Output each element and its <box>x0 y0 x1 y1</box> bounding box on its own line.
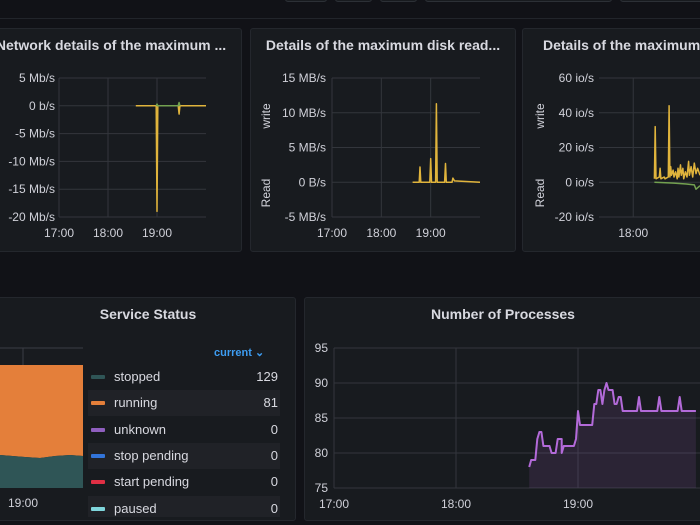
legend-item-stopped[interactable]: stopped 129 <box>88 364 280 390</box>
panel-disk-read: Details of the maximum disk read... <box>250 28 516 252</box>
y-tick-label: 10 MB/s <box>282 106 326 120</box>
y-tick-label: -15 Mb/s <box>8 182 55 196</box>
y-tick-label: -20 io/s <box>555 210 594 224</box>
y-tick-label: 95 <box>315 341 329 355</box>
y-tick-label: -20 Mb/s <box>8 210 55 224</box>
legend-name: stop pending <box>114 447 189 463</box>
y-axis-label-read: Read <box>259 179 273 208</box>
x-tick-label: 19:00 <box>142 226 172 240</box>
legend-color-swatch <box>91 375 105 379</box>
panel-title[interactable]: Details of the maximum disk read... <box>265 37 501 53</box>
panel-title[interactable]: Details of the maximum ... <box>543 37 700 53</box>
legend-name: start pending <box>114 474 190 490</box>
series-line <box>653 105 700 180</box>
y-axis-label-read: Read <box>533 179 547 208</box>
x-tick-label: 19:00 <box>8 496 38 510</box>
chevron-down-icon: ⌄ <box>254 347 265 359</box>
x-tick-label: 18:00 <box>366 226 396 240</box>
legend-name: stopped <box>114 369 161 384</box>
legend-name: unknown <box>114 421 167 437</box>
x-tick-label: 18:00 <box>93 226 123 240</box>
legend-color-swatch <box>91 480 105 485</box>
legend-item-start-pending[interactable]: start pending 0 <box>88 469 280 495</box>
y-tick-label: 5 Mb/s <box>19 71 55 85</box>
y-tick-label: 40 io/s <box>559 106 594 120</box>
x-tick-label: 19:00 <box>416 226 446 240</box>
y-tick-label: 85 <box>315 411 329 425</box>
x-tick-label: 17:00 <box>317 226 347 240</box>
series-line <box>412 102 481 184</box>
y-tick-label: 0 io/s <box>565 175 594 189</box>
y-tick-label: -5 MB/s <box>285 210 326 224</box>
panel-processes: Number of Processes <box>304 297 700 521</box>
series-line <box>528 382 696 468</box>
x-tick-label: 17:00 <box>319 497 349 511</box>
y-tick-label: 90 <box>315 376 329 390</box>
x-tick-label: 17:00 <box>44 226 74 240</box>
panel-title[interactable]: Number of Processes <box>431 306 575 322</box>
y-tick-label: 0 B/s <box>299 175 326 189</box>
legend-name: paused <box>114 500 157 516</box>
y-tick-label: 75 <box>315 481 329 495</box>
legend-value: 129 <box>256 369 278 384</box>
legend-color-swatch <box>91 453 105 458</box>
legend-value: 0 <box>270 474 278 490</box>
legend-value: 81 <box>263 395 278 411</box>
legend-sort-current[interactable]: current ⌄ <box>214 346 264 359</box>
y-tick-label: 20 io/s <box>559 141 594 155</box>
panel-title[interactable]: Service Status <box>99 306 197 322</box>
y-axis-label-write: write <box>533 103 547 130</box>
legend-color-swatch <box>91 506 105 511</box>
legend-value: 0 <box>270 500 278 516</box>
y-tick-label: 15 MB/s <box>282 71 326 85</box>
legend-item-running[interactable]: running 81 <box>88 390 280 417</box>
legend-header-label: current <box>214 347 252 359</box>
legend-color-swatch <box>91 427 105 432</box>
service-status-legend: stopped 129 running 81 unknown 0 stop pending 0… <box>0 0 300 517</box>
series-line <box>155 101 181 107</box>
legend-name: running <box>114 395 158 411</box>
series-area <box>529 383 696 488</box>
x-tick-label: 19:00 <box>563 497 593 511</box>
refresh-button[interactable] <box>620 0 700 2</box>
legend-value: 0 <box>270 421 278 437</box>
y-tick-label: -5 Mb/s <box>15 127 55 141</box>
running-area <box>0 365 83 458</box>
x-tick-label: 18:00 <box>618 226 648 240</box>
dashboard-toolbar <box>0 0 700 19</box>
legend-color-swatch <box>91 401 105 406</box>
legend-item-stop-pending[interactable]: stop pending 0 <box>88 442 280 469</box>
panel-title[interactable]: Network details of the maximum ... <box>0 37 227 53</box>
series-line <box>654 181 700 190</box>
y-tick-label: 5 MB/s <box>289 141 326 155</box>
legend-value: 0 <box>270 447 278 463</box>
y-tick-label: 60 io/s <box>559 71 594 85</box>
legend-item-unknown[interactable]: unknown 0 <box>88 417 280 443</box>
stopped-area <box>0 455 83 488</box>
y-tick-label: 80 <box>315 446 329 460</box>
legend-item-paused[interactable]: paused 0 <box>88 495 280 517</box>
y-tick-label: 0 b/s <box>29 99 55 113</box>
panel-disk-iops: Details of the maximum ... <box>522 28 700 252</box>
x-tick-label: 18:00 <box>441 497 471 511</box>
panel-network: Network details of the maximum ... <box>0 28 242 252</box>
y-tick-label: -10 Mb/s <box>8 154 55 168</box>
y-axis-label-write: write <box>259 103 273 130</box>
